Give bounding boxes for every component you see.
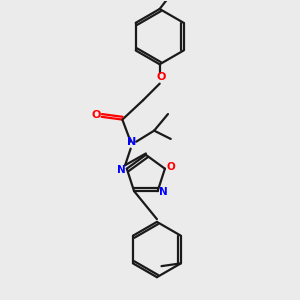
Text: N: N — [117, 165, 126, 175]
Text: N: N — [128, 137, 137, 147]
Text: O: O — [92, 110, 101, 120]
Text: O: O — [166, 162, 175, 172]
Text: N: N — [159, 188, 167, 197]
Text: O: O — [156, 72, 166, 82]
